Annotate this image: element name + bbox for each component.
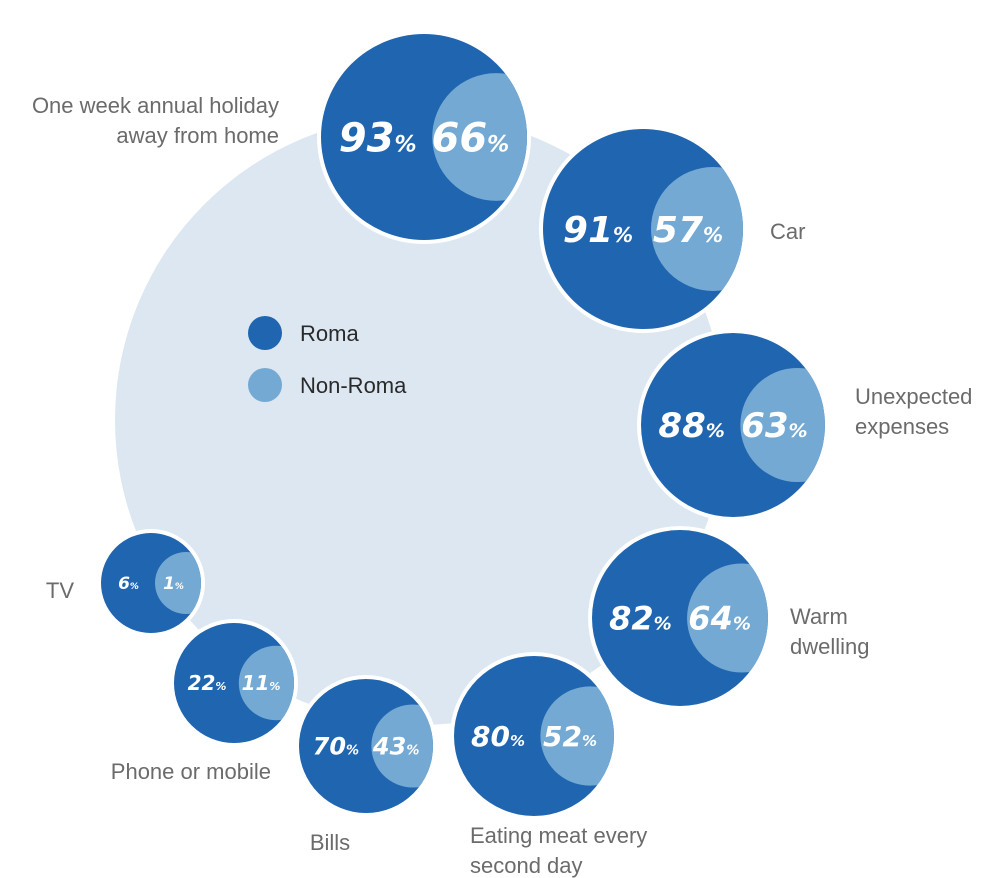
roma-value: 6% (118, 574, 139, 594)
roma-value: 82% (609, 600, 672, 638)
legend-label: Roma (300, 321, 359, 346)
roma-value: 88% (658, 406, 724, 446)
non-roma-bubble (371, 704, 433, 788)
legend-swatch (248, 316, 282, 350)
category-label: Warm dwelling (790, 604, 870, 659)
bubble-2: 91% 57% Car (539, 125, 805, 333)
category-label: TV (46, 578, 74, 603)
category-label: Bills (310, 830, 350, 855)
non-roma-value: 43% (372, 733, 419, 761)
non-roma-value: 64% (688, 600, 751, 638)
legend: Roma Non-Roma (248, 316, 407, 402)
legend-item: Non-Roma (248, 368, 407, 402)
roma-value: 93% (339, 115, 417, 161)
category-label: Phone or mobile (111, 759, 271, 784)
bubbles-group: 93% 66% One week annual holiday away from h… (32, 30, 972, 878)
roma-value: 91% (563, 210, 633, 251)
bubble-8: 6% 1% TV (46, 529, 205, 637)
non-roma-value: 52% (543, 720, 597, 753)
roma-value: 70% (313, 733, 359, 761)
non-roma-value: 63% (741, 406, 807, 446)
non-roma-bubble (740, 367, 825, 483)
non-roma-value: 11% (242, 671, 281, 695)
category-label: Car (770, 219, 805, 244)
bubble-7: 22% 11% Phone or mobile (111, 619, 298, 784)
legend-swatch (248, 368, 282, 402)
non-roma-bubble (432, 73, 527, 201)
non-roma-value: 66% (431, 115, 509, 161)
bubble-4: 82% 64% Warm dwelling (588, 526, 870, 710)
bubble-1: 93% 66% One week annual holiday away from h… (32, 30, 531, 244)
category-label: One week annual holiday away from home (32, 93, 279, 148)
bubble-6: 70% 43% Bills (295, 675, 437, 855)
non-roma-bubble (238, 645, 294, 721)
non-roma-value: 57% (653, 210, 723, 251)
category-label: Eating meat every second day (470, 823, 647, 878)
legend-label: Non-Roma (300, 373, 407, 398)
legend-item: Roma (248, 316, 359, 350)
non-roma-bubble (687, 563, 768, 673)
bubble-3: 88% 63% Unexpected expenses (637, 329, 972, 521)
bubble-5: 80% 52% Eating meat every second day (450, 652, 647, 878)
non-roma-bubble (651, 167, 743, 291)
non-roma-value: 1% (163, 574, 184, 594)
roma-value: 80% (471, 720, 525, 753)
non-roma-bubble (155, 552, 201, 614)
roma-value: 22% (188, 671, 227, 695)
non-roma-bubble (540, 686, 614, 786)
category-label: Unexpected expenses (855, 384, 972, 439)
